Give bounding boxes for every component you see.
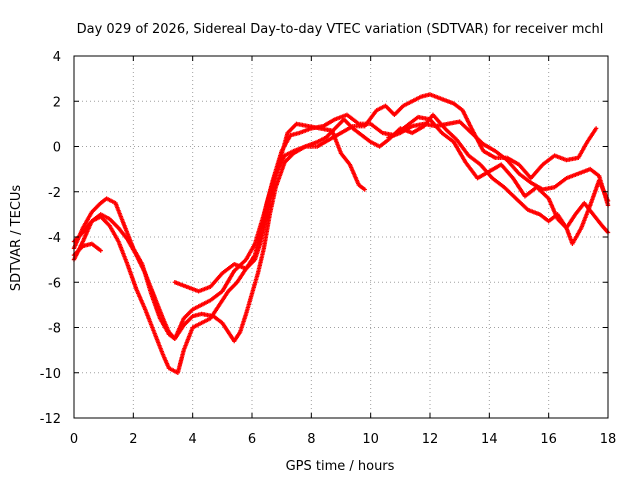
x-tick-label: 16: [540, 432, 557, 447]
y-tick-label: -10: [40, 367, 61, 382]
x-tick-label: 0: [70, 432, 78, 447]
x-tick-label: 2: [129, 432, 137, 447]
data-point: [593, 126, 599, 131]
y-tick-label: -8: [48, 322, 61, 337]
y-tick-label: -4: [48, 231, 61, 246]
x-tick-label: 12: [422, 432, 439, 447]
x-tick-label: 10: [362, 432, 379, 447]
series-C: [71, 112, 611, 344]
y-tick-label: 0: [53, 141, 61, 156]
y-axis-label: SDTVAR / TECUs: [9, 185, 24, 292]
series-A: [71, 112, 611, 342]
chart-title: Day 029 of 2026, Sidereal Day-to-day VTE…: [77, 22, 604, 37]
y-tick-label: -6: [48, 276, 61, 291]
x-tick-label: 18: [600, 432, 617, 447]
series-D: [71, 119, 611, 294]
x-tick-label: 8: [307, 432, 315, 447]
data-marks: [71, 92, 611, 375]
data-point: [98, 248, 103, 253]
y-tick-label: 2: [53, 95, 61, 110]
x-tick-label: 14: [481, 432, 498, 447]
data-point: [362, 187, 367, 192]
x-axis-label: GPS time / hours: [286, 459, 395, 474]
y-tick-label: 4: [53, 50, 61, 65]
y-tick-label: -2: [48, 186, 61, 201]
x-tick-label: 6: [248, 432, 256, 447]
grid: [74, 56, 608, 418]
x-tick-label: 4: [189, 432, 197, 447]
y-tick-label: -12: [40, 412, 61, 427]
axis-ticks: 0 2 4 6 8 10 12 14 16 18 4 2 0 -2 -4 -6 -8 -10 -12: [40, 50, 617, 447]
